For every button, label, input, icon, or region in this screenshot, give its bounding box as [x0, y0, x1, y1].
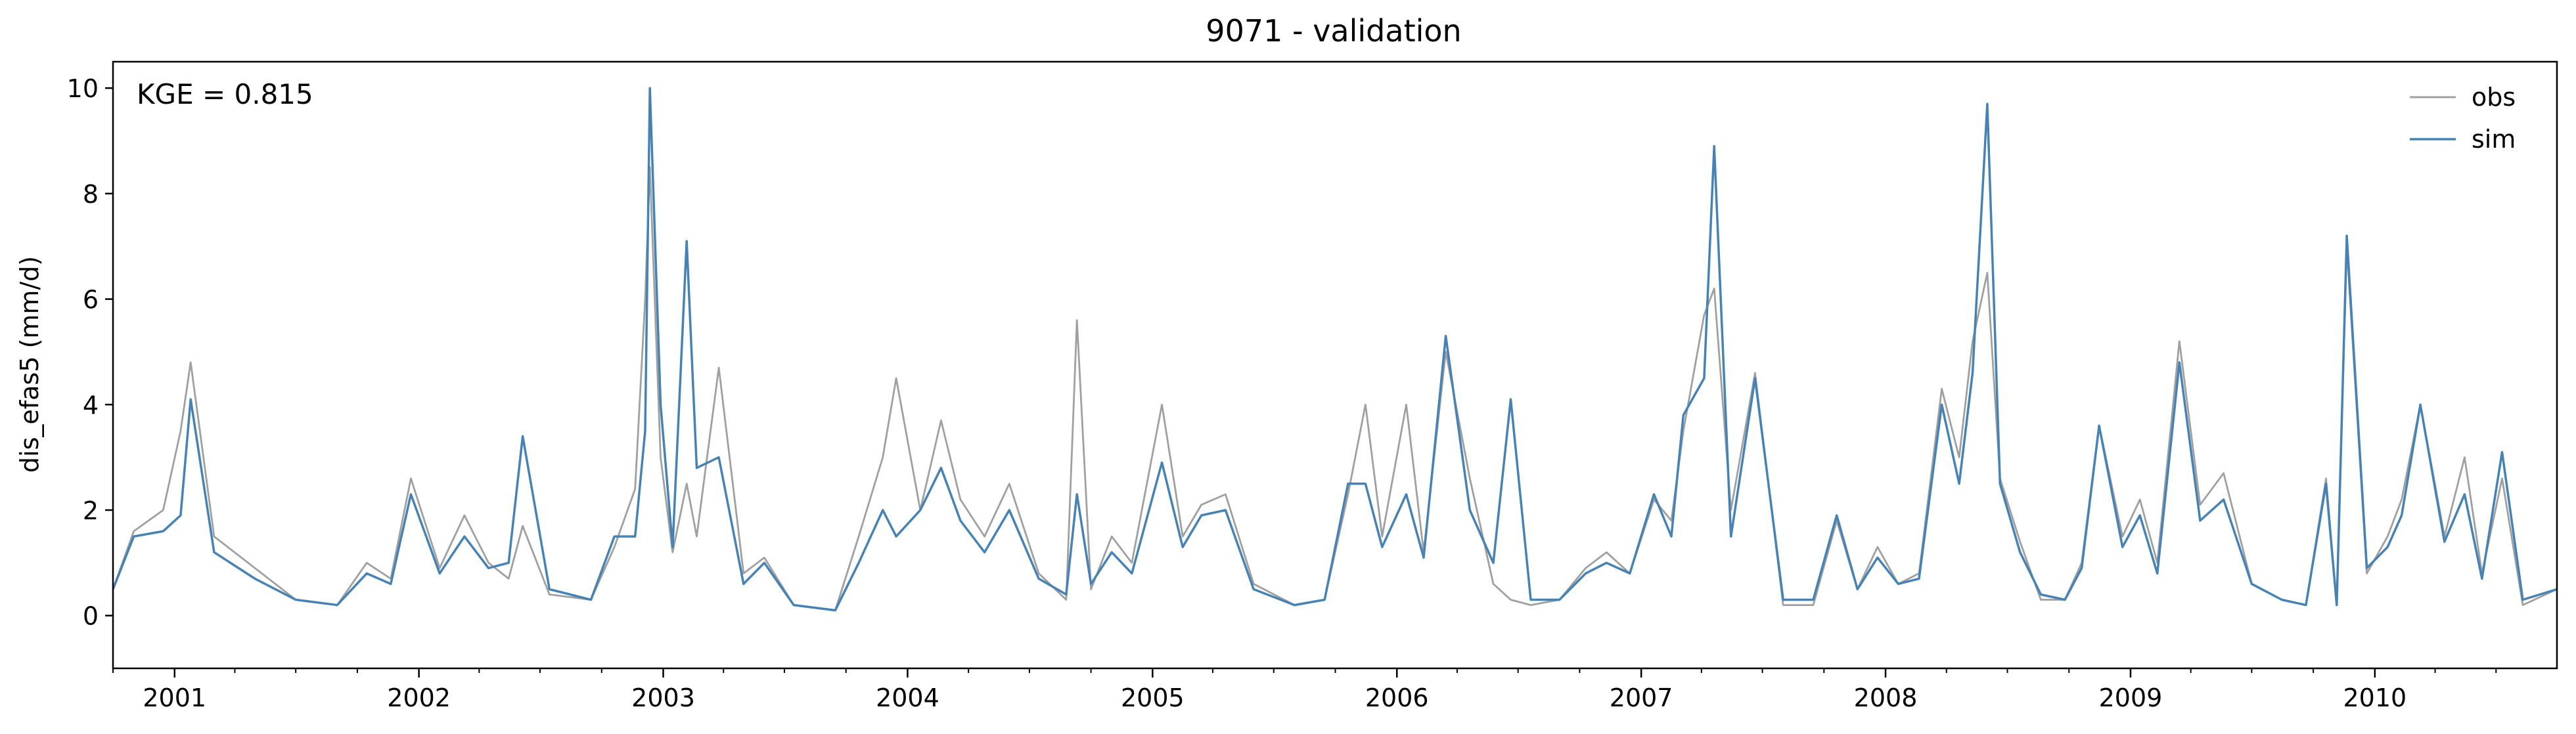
- series-layer: [112, 87, 2558, 612]
- x-tick-label: 2003: [631, 683, 695, 712]
- x-tick-label: 2009: [2099, 683, 2163, 712]
- y-tick-label: 0: [83, 602, 99, 631]
- x-tick-label: 2008: [1854, 683, 1918, 712]
- legend-label-obs: obs: [2472, 83, 2516, 112]
- x-tick-label: 2010: [2343, 683, 2407, 712]
- x-tick-label: 2002: [387, 683, 451, 712]
- x-axis: 2001 2002 2003 2004 2005 2006 2007 2008 2009 2010: [112, 668, 2497, 712]
- series-line-sim: [112, 87, 2558, 612]
- y-tick-label: 10: [67, 74, 99, 103]
- x-tick-label: 2006: [1365, 683, 1429, 712]
- x-tick-label: 2001: [143, 683, 206, 712]
- y-tick-label: 4: [83, 391, 99, 420]
- y-axis-label: dis_efas5 (mm/d): [15, 256, 44, 473]
- y-tick-label: 8: [83, 180, 99, 209]
- y-axis: 0 2 4 6 8 10: [67, 74, 113, 631]
- series-line-obs: [112, 166, 2558, 611]
- y-tick-label: 2: [83, 496, 99, 525]
- kge-annotation: KGE = 0.815: [137, 78, 313, 110]
- x-tick-label: 2005: [1121, 683, 1185, 712]
- legend-label-sim: sim: [2472, 125, 2516, 154]
- plot-frame: [112, 60, 2558, 670]
- legend: obs sim: [2410, 83, 2516, 154]
- y-tick-label: 6: [83, 286, 99, 314]
- x-tick-label: 2007: [1610, 683, 1673, 712]
- chart-title: 9071 - validation: [1206, 13, 1461, 49]
- x-tick-label: 2004: [876, 683, 939, 712]
